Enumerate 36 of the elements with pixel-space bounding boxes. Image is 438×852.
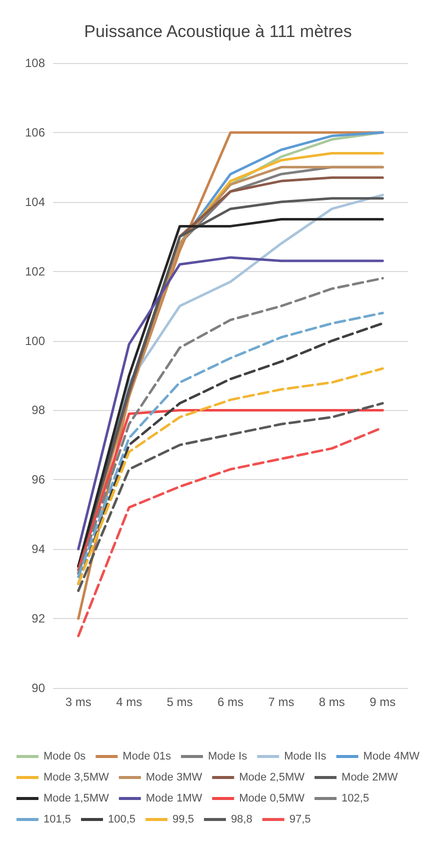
y-tick-label: 100 bbox=[24, 334, 46, 348]
legend-label: 100,5 bbox=[108, 814, 136, 826]
y-tick-label: 92 bbox=[32, 612, 46, 626]
legend-label: Mode 3MW bbox=[146, 772, 203, 784]
legend-label: 99,5 bbox=[172, 814, 194, 826]
legend-label: Mode 01s bbox=[122, 750, 172, 762]
x-tick-label: 5 ms bbox=[166, 695, 193, 709]
y-tick-label: 96 bbox=[32, 472, 46, 487]
x-tick-label: 3 ms bbox=[65, 695, 92, 709]
legend-label: Mode 4MW bbox=[363, 750, 420, 762]
x-tick-label: 4 ms bbox=[116, 695, 142, 709]
legend-label: Mode 2MW bbox=[342, 772, 398, 784]
legend-label: Mode 0,5MW bbox=[239, 792, 306, 804]
x-tick-label: 8 ms bbox=[318, 695, 345, 709]
legend-label: Mode IIs bbox=[284, 750, 327, 762]
legend-label: 97,5 bbox=[289, 814, 311, 826]
legend-label: Mode 1MW bbox=[146, 792, 203, 804]
legend-label: Mode 2,5MW bbox=[239, 772, 306, 784]
chart-title: Puissance Acoustique à 111 mètres bbox=[84, 22, 352, 41]
legend-label: 102,5 bbox=[342, 792, 370, 804]
legend-label: 101,5 bbox=[43, 814, 72, 826]
legend-label: Mode 0s bbox=[43, 750, 86, 762]
y-tick-label: 104 bbox=[24, 194, 46, 209]
y-tick-label: 106 bbox=[24, 125, 46, 140]
y-tick-label: 98 bbox=[32, 403, 46, 418]
legend-label: Mode Is bbox=[208, 750, 248, 762]
x-tick-label: 7 ms bbox=[268, 695, 294, 709]
legend-label: 98,8 bbox=[230, 814, 252, 826]
x-tick-label: 6 ms bbox=[217, 695, 244, 709]
y-tick-label: 90 bbox=[32, 681, 46, 695]
y-tick-label: 102 bbox=[24, 264, 46, 278]
legend-label: Mode 1,5MW bbox=[43, 792, 110, 804]
x-tick-label: 9 ms bbox=[370, 695, 396, 709]
y-tick-label: 94 bbox=[32, 542, 46, 556]
y-tick-label: 108 bbox=[24, 56, 46, 70]
legend-label: Mode 3,5MW bbox=[43, 772, 110, 784]
